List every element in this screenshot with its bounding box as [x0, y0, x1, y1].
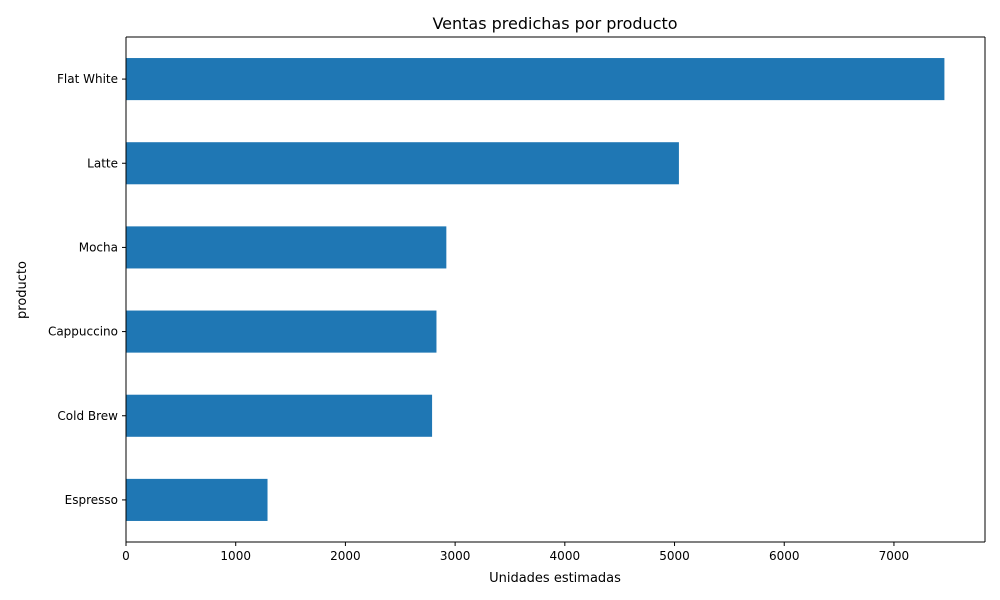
x-tick-label: 5000 [659, 549, 690, 563]
x-tick-label: 2000 [330, 549, 361, 563]
x-tick-label: 3000 [440, 549, 471, 563]
x-tick-label: 1000 [220, 549, 251, 563]
y-tick-label: Latte [87, 156, 118, 170]
x-tick-label: 0 [122, 549, 130, 563]
y-tick-label: Flat White [57, 72, 118, 86]
bar-latte [126, 142, 679, 185]
y-tick-label: Mocha [79, 240, 118, 254]
x-axis-ticks: 0 1000 2000 3000 4000 5000 6000 7000 [122, 542, 909, 563]
bar-espresso [126, 478, 268, 521]
x-tick-label: 6000 [769, 549, 800, 563]
x-axis-label: Unidades estimadas [489, 571, 621, 586]
axes-spines [125, 36, 986, 543]
x-tick-label: 7000 [879, 549, 910, 563]
bars-group [126, 58, 945, 521]
y-tick-label: Cold Brew [57, 409, 118, 423]
y-tick-label: Espresso [65, 493, 118, 507]
y-axis-label: producto [15, 261, 30, 319]
chart-title: Ventas predichas por producto [432, 14, 677, 33]
y-axis-ticks: Espresso Cold Brew Cappuccino Mocha Latte Fla… [48, 72, 126, 507]
bar-cappuccino [126, 310, 437, 353]
bar-flat-white [126, 58, 945, 101]
bar-cold-brew [126, 394, 433, 437]
x-tick-label: 4000 [550, 549, 581, 563]
bar-mocha [126, 226, 447, 269]
y-tick-label: Cappuccino [48, 325, 118, 339]
